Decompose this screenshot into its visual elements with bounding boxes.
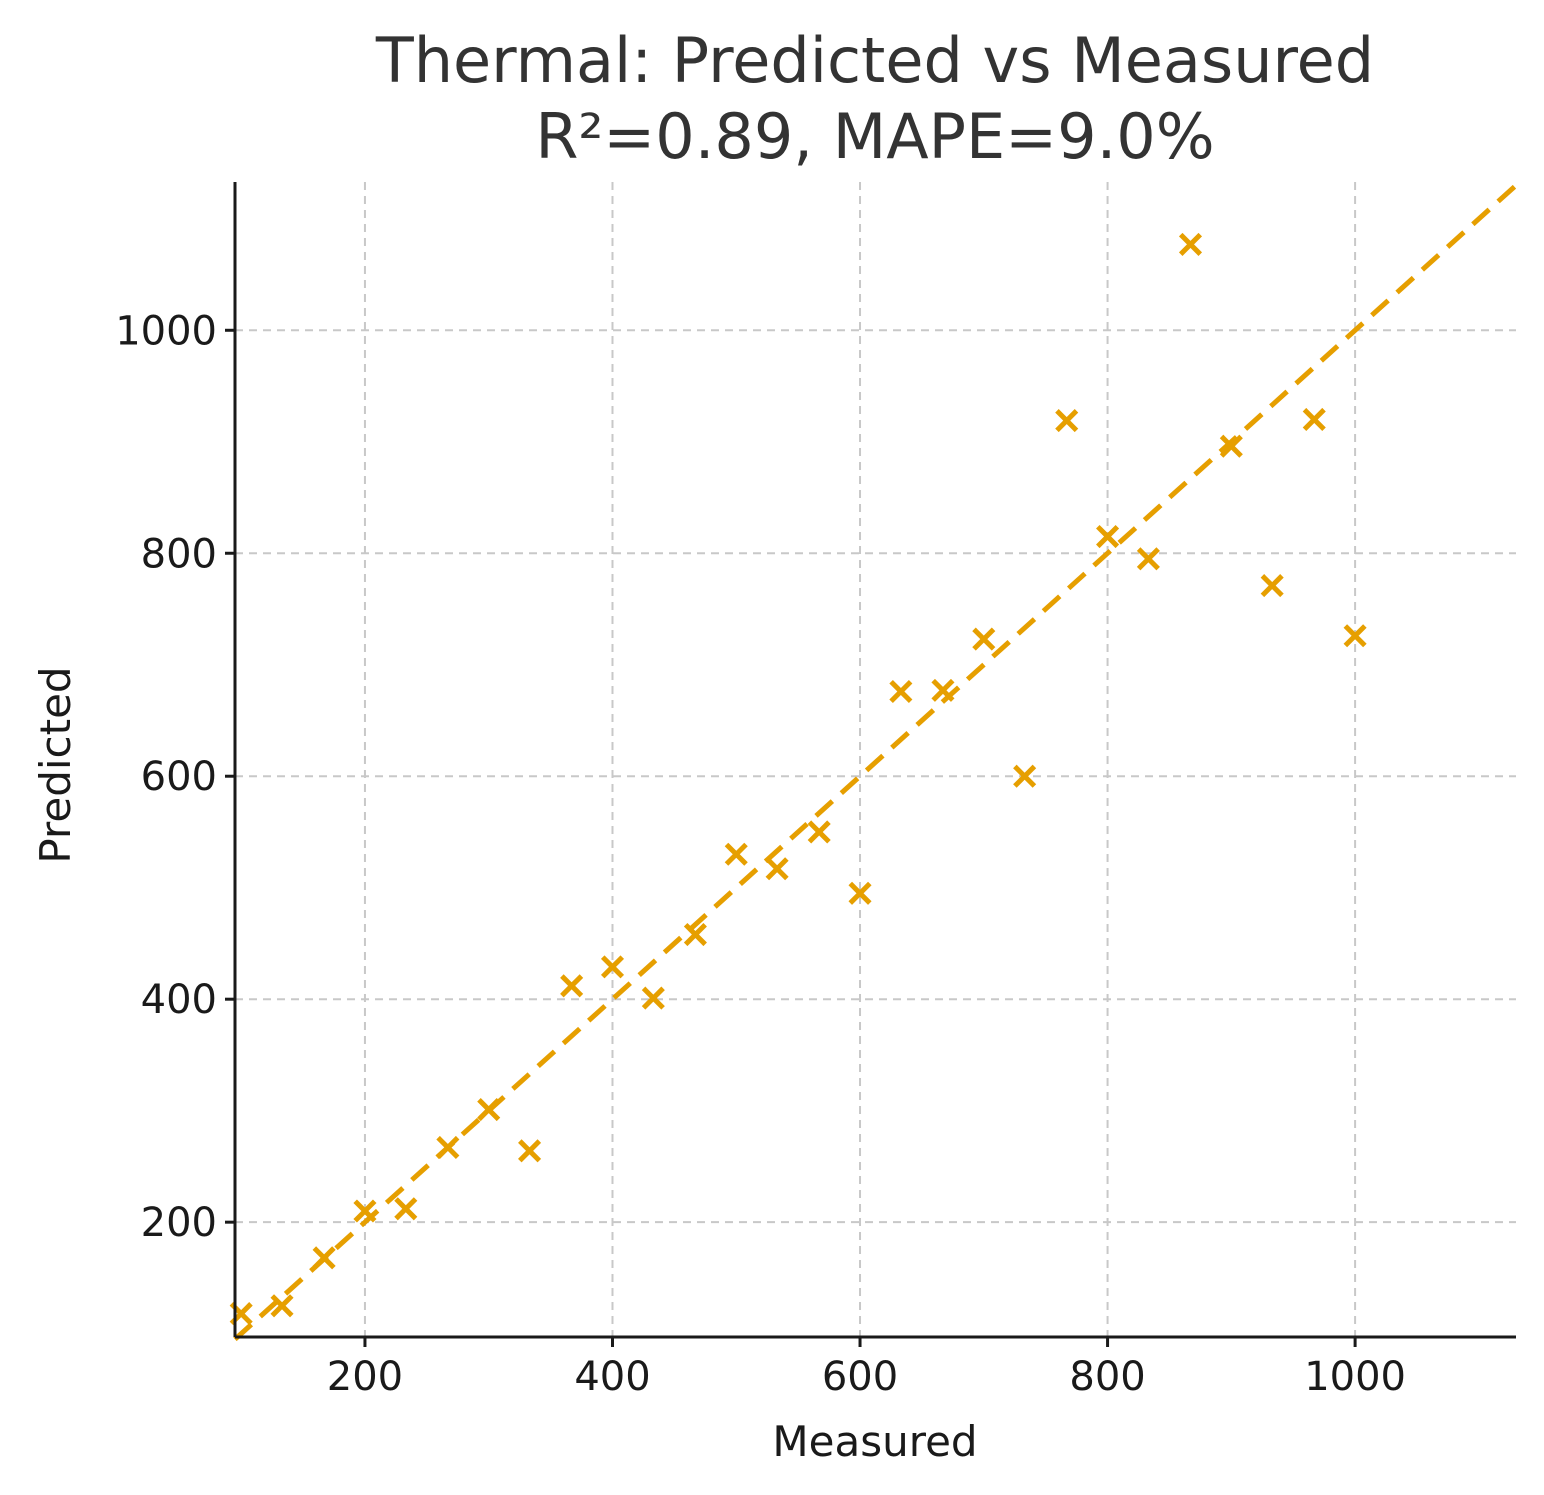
- y-tick-label-1000: 1000: [115, 308, 217, 354]
- data-point-2: [270, 1294, 294, 1318]
- y-tick-label-400: 400: [141, 977, 217, 1023]
- chart-title: Thermal: Predicted vs Measured: [375, 24, 1374, 97]
- data-point-14: [765, 857, 789, 881]
- data-point-13: [724, 842, 748, 866]
- data-point-11: [641, 986, 665, 1010]
- data-point-10: [600, 955, 625, 979]
- y-tick-label-200: 200: [141, 1200, 217, 1246]
- data-point-24: [1178, 232, 1203, 256]
- grid-lines: [235, 182, 1516, 1337]
- data-point-9: [560, 974, 584, 998]
- data-point-27: [1302, 407, 1326, 432]
- data-point-20: [1013, 764, 1037, 788]
- data-point-19: [972, 627, 996, 651]
- x-axis-label: Measured: [772, 1417, 977, 1466]
- data-point-18: [931, 678, 955, 702]
- data-point-17: [889, 679, 913, 704]
- y-axis-ticks: 200 400 600 800 1000: [115, 308, 235, 1246]
- data-point-26: [1260, 574, 1284, 598]
- data-point-5: [394, 1197, 418, 1221]
- y-axis-label: Predicted: [31, 666, 80, 863]
- identity-reference-line: [233, 183, 1518, 1342]
- data-point-3: [312, 1246, 336, 1270]
- y-tick-label-800: 800: [141, 531, 217, 577]
- y-tick-label-600: 600: [141, 754, 217, 800]
- data-point-15: [807, 820, 831, 844]
- data-point-21: [1055, 409, 1079, 433]
- x-tick-label-800: 800: [1069, 1354, 1145, 1400]
- data-point-12: [683, 922, 707, 947]
- data-points: [229, 232, 1367, 1326]
- data-point-8: [518, 1139, 542, 1163]
- x-tick-label-200: 200: [327, 1354, 403, 1400]
- data-point-16: [848, 881, 872, 905]
- chart-subtitle: R²=0.89, MAPE=9.0%: [535, 100, 1214, 173]
- data-point-4: [353, 1199, 377, 1223]
- x-tick-label-600: 600: [822, 1354, 898, 1400]
- data-point-6: [436, 1135, 460, 1160]
- data-point-7: [477, 1098, 501, 1122]
- x-axis-ticks: 200 400 600 800 1000: [327, 1337, 1406, 1400]
- x-tick-label-1000: 1000: [1304, 1354, 1406, 1400]
- reference-line-group: [233, 183, 1518, 1342]
- data-point-28: [1343, 624, 1367, 648]
- data-point-22: [1096, 524, 1120, 549]
- data-point-25: [1219, 434, 1243, 458]
- data-point-23: [1136, 547, 1160, 571]
- x-tick-label-400: 400: [574, 1354, 650, 1400]
